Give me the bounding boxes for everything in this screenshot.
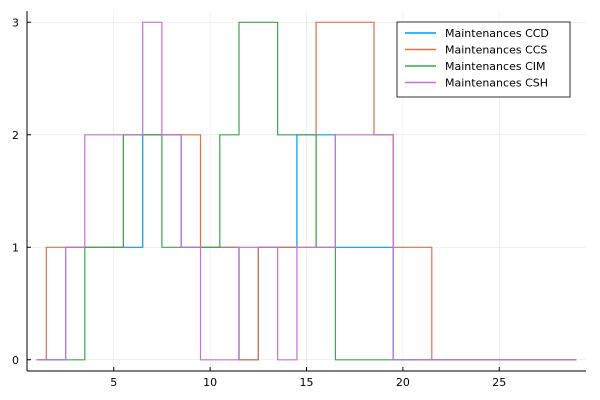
legend: Maintenances CCD Maintenances CCS Maintena…	[396, 21, 571, 98]
y-tick-label: 2	[12, 129, 19, 142]
x-tick-label: 25	[492, 376, 506, 389]
y-tick-label: 3	[12, 16, 19, 29]
legend-label: Maintenances CCS	[445, 44, 547, 57]
legend-label: Maintenances CCD	[445, 27, 549, 40]
x-tick-label: 5	[110, 376, 117, 389]
x-tick-label: 10	[203, 376, 217, 389]
y-tick-label: 0	[12, 354, 19, 367]
legend-label: Maintenances CSH	[445, 77, 548, 90]
x-tick-label: 15	[300, 376, 314, 389]
y-tick-label: 1	[12, 241, 19, 254]
legend-label: Maintenances CIM	[445, 60, 545, 73]
x-tick-label: 20	[396, 376, 410, 389]
axes: 5 10 15 20 25 0 1 2 3	[12, 11, 586, 389]
series-group	[36, 21, 577, 361]
legend-box	[396, 21, 571, 98]
series-line-4	[36, 21, 577, 361]
